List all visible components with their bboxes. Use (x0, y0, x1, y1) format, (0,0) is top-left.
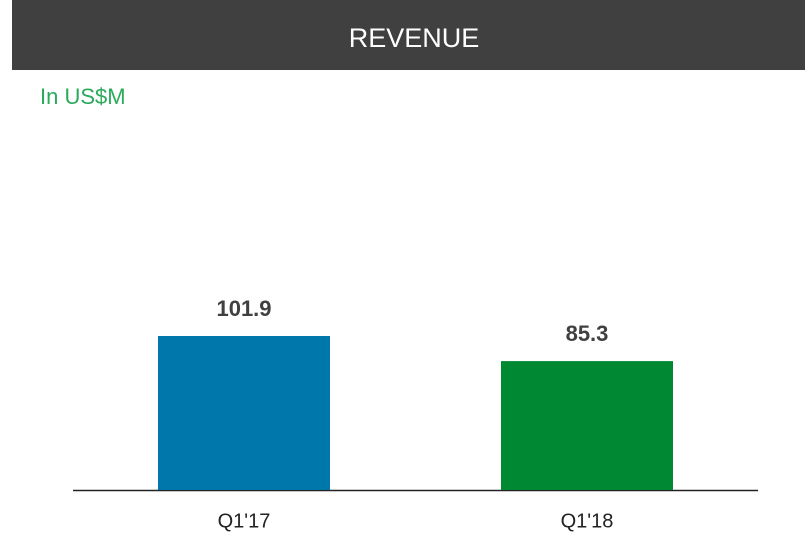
bar (501, 361, 673, 490)
value-label: 85.3 (566, 321, 609, 346)
chart-subtitle: In US$M (40, 84, 126, 109)
chart-title: REVENUE (349, 23, 480, 53)
bar (158, 336, 330, 490)
x-tick-label: Q1'17 (218, 510, 271, 532)
value-label: 101.9 (216, 296, 271, 321)
x-tick-label: Q1'18 (561, 510, 614, 532)
title-banner (12, 0, 805, 70)
